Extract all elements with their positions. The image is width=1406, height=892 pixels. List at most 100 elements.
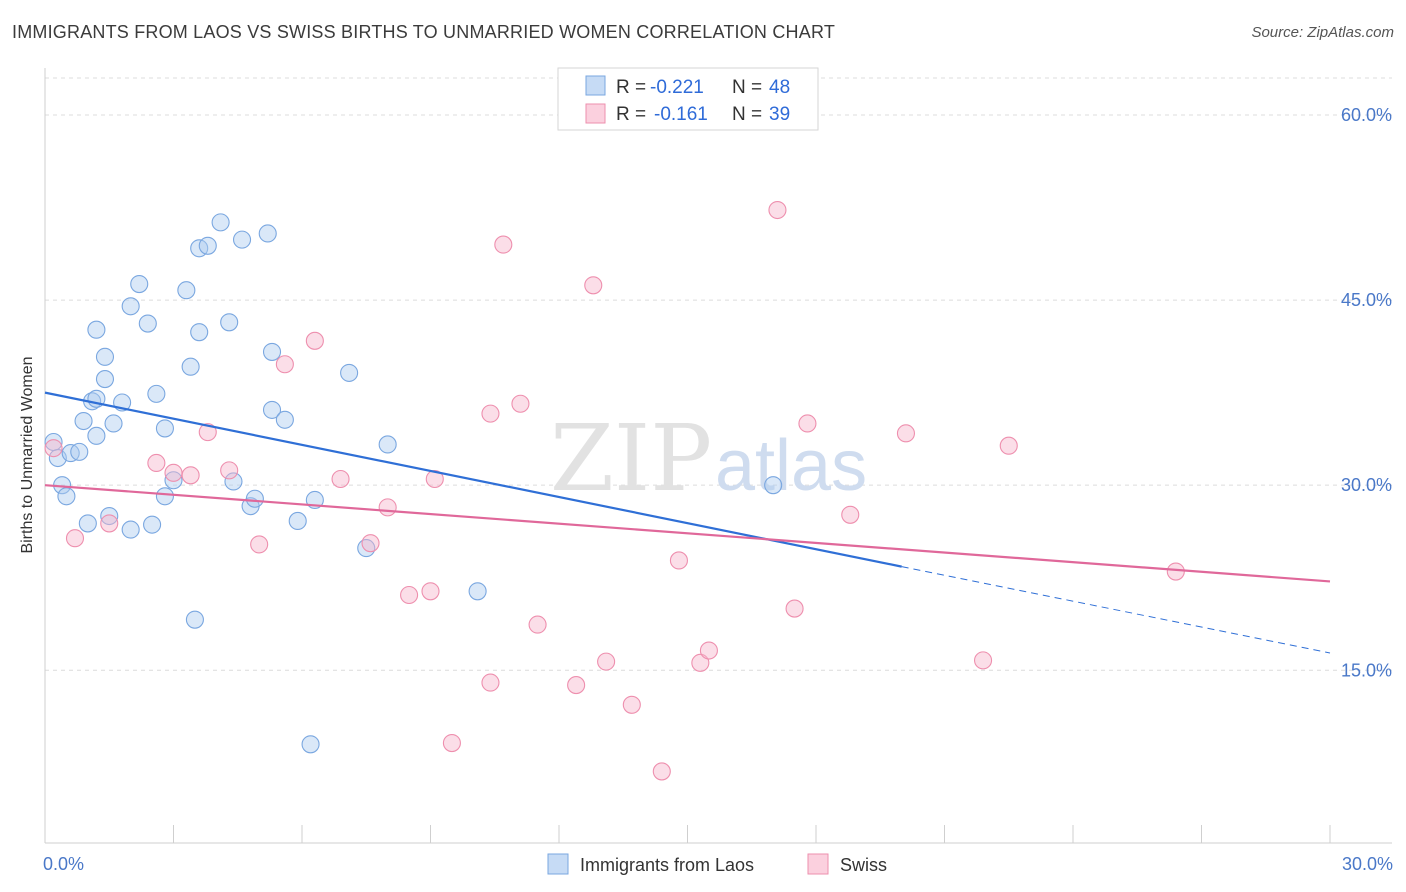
laos-point-40	[262, 342, 282, 361]
x-tick-label-0: 0.0%	[43, 854, 84, 874]
swiss-point-6	[198, 423, 217, 442]
swiss-point-8	[250, 535, 269, 554]
swiss-point-37	[999, 436, 1018, 455]
chart-source: Source: ZipAtlas.com	[1251, 24, 1394, 41]
swiss-point-30	[699, 641, 718, 660]
legend-swatch-blue	[585, 75, 606, 96]
swiss-point-15	[421, 582, 440, 601]
laos-point-43	[301, 735, 320, 754]
watermark-atlas: atlas	[715, 426, 867, 506]
bottom-legend-swatch-pink	[807, 853, 829, 875]
laos-point-12	[100, 506, 119, 526]
watermark: ZIP atlas	[550, 405, 867, 512]
swiss-point-32	[785, 599, 804, 618]
laos-point-11	[78, 514, 97, 533]
bottom-legend-label-1: Swiss	[840, 855, 887, 875]
swiss-point-16	[425, 469, 444, 489]
laos-point-18	[130, 275, 149, 294]
swiss-point-13	[378, 498, 397, 517]
laos-point-13	[104, 414, 123, 433]
swiss-point-36	[973, 651, 993, 670]
laos-point-47	[378, 435, 397, 454]
x-tick-labels: 0.0% 30.0%	[43, 854, 1393, 874]
swiss-point-2	[100, 514, 119, 533]
swiss-point-35	[896, 424, 916, 443]
y-tick-label-1: 30.0%	[1341, 475, 1392, 495]
legend-n-label-1: N =	[732, 104, 762, 125]
swiss-point-3	[147, 453, 166, 473]
legend-r-label-0: R =	[616, 77, 646, 98]
laos-point-42	[288, 511, 307, 531]
laos-point-15	[87, 320, 106, 339]
laos-point-24	[155, 487, 174, 506]
laos-point-45	[340, 363, 359, 382]
laos-point-27	[190, 323, 209, 342]
swiss-point-23	[567, 676, 586, 695]
swiss-point-0	[44, 439, 63, 458]
chart-title: IMMIGRANTS FROM LAOS VS SWISS BIRTHS TO …	[12, 22, 836, 42]
laos-point-20	[121, 520, 140, 539]
laos-point-9	[87, 426, 106, 445]
bottom-legend: Immigrants from Laos Swiss	[547, 853, 887, 875]
laos-point-16	[95, 347, 115, 366]
laos-point-19	[138, 314, 157, 333]
laos-point-37	[245, 489, 264, 508]
swiss-point-17	[442, 734, 461, 753]
swiss-point-14	[400, 585, 419, 605]
legend-swatch-pink	[585, 103, 606, 124]
series-immigrants-from-laos	[44, 213, 783, 754]
swiss-point-34	[841, 505, 860, 524]
y-tick-label-0: 15.0%	[1341, 660, 1392, 680]
swiss-point-22	[528, 615, 547, 634]
swiss-point-9	[275, 355, 294, 374]
bottom-legend-swatch-blue	[547, 853, 569, 875]
laos-point-29	[198, 236, 217, 255]
legend-r-value-1: -0.161	[654, 104, 708, 125]
swiss-point-31	[768, 200, 787, 220]
swiss-point-29	[691, 653, 710, 672]
swiss-point-12	[361, 534, 380, 553]
bottom-legend-label-0: Immigrants from Laos	[580, 855, 754, 875]
y-tick-labels: 15.0% 30.0% 45.0% 60.0%	[1341, 105, 1392, 680]
swiss-point-1	[65, 529, 85, 548]
y-tick-label-3: 60.0%	[1341, 105, 1392, 125]
legend-n-value-0: 48	[769, 77, 790, 98]
laos-point-32	[220, 313, 239, 332]
laos-point-38	[258, 224, 277, 243]
laos-point-25	[177, 281, 196, 300]
laos-point-6	[74, 411, 93, 431]
swiss-point-38	[1166, 562, 1185, 581]
legend-n-label-0: N =	[732, 77, 762, 98]
axes	[44, 68, 1392, 844]
y-axis-label: Births to Unmarried Women	[19, 356, 36, 553]
laos-point-5	[70, 442, 89, 461]
laos-point-17	[121, 297, 140, 316]
legend-r-value-0: -0.221	[650, 77, 704, 98]
swiss-point-24	[584, 276, 603, 295]
grid-lines	[45, 77, 1392, 671]
laos-point-34	[224, 472, 243, 491]
swiss-point-5	[181, 466, 200, 485]
laos-point-22	[147, 384, 166, 403]
swiss-point-11	[331, 469, 350, 489]
laos-point-41	[275, 410, 294, 429]
laos-point-26	[181, 357, 200, 376]
legend-n-value-1: 39	[769, 104, 790, 125]
swiss-point-7	[220, 461, 239, 480]
laos-point-30	[164, 471, 183, 490]
laos-point-39	[262, 400, 282, 419]
laos-trend-extension	[901, 566, 1331, 654]
swiss-point-4	[164, 463, 183, 482]
laos-point-49	[764, 476, 783, 495]
laos-point-21	[143, 515, 162, 534]
swiss-point-19	[481, 404, 500, 423]
laos-point-33	[185, 610, 204, 629]
swiss-point-28	[669, 551, 688, 570]
top-legend: R = -0.221 N = 48 R = -0.161 N = 39	[557, 67, 819, 131]
laos-point-10	[95, 370, 115, 389]
laos-point-23	[155, 419, 174, 438]
swiss-point-21	[511, 394, 530, 413]
y-tick-label-2: 45.0%	[1341, 290, 1392, 310]
x-tick-label-1: 30.0%	[1342, 854, 1393, 874]
